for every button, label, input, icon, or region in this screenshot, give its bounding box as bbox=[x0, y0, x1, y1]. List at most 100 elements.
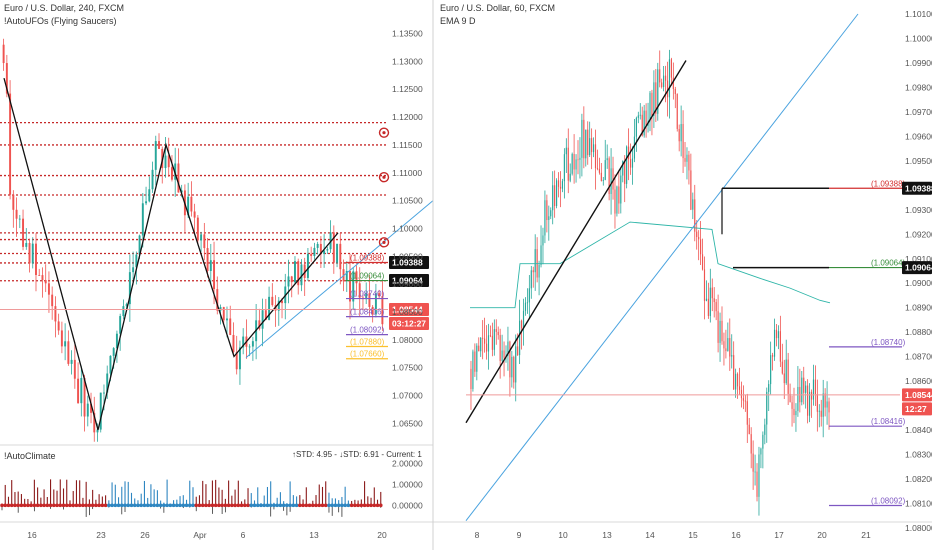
right-candle bbox=[493, 329, 495, 350]
left-candle bbox=[60, 330, 63, 347]
climate-dot bbox=[187, 503, 192, 508]
right-candle bbox=[528, 288, 530, 303]
left-candle bbox=[12, 194, 15, 210]
climate-dot bbox=[19, 503, 24, 508]
right-candle bbox=[758, 454, 760, 497]
left-price-tick: 1.12000 bbox=[392, 112, 423, 122]
left-candle bbox=[258, 320, 261, 329]
left-candle bbox=[219, 307, 222, 311]
right-candle bbox=[797, 386, 799, 411]
left-candle bbox=[313, 247, 316, 257]
left-time-tick: Apr bbox=[193, 530, 206, 540]
climate-dot bbox=[77, 503, 82, 508]
right-candle bbox=[657, 69, 659, 114]
right-candle bbox=[610, 168, 612, 195]
climate-dot bbox=[375, 503, 380, 508]
left-price-tick: 1.06500 bbox=[392, 418, 423, 428]
climate-dot bbox=[366, 503, 370, 508]
climate-dot bbox=[145, 503, 150, 508]
right-price-tick: 1.09300 bbox=[905, 205, 932, 215]
right-candle bbox=[756, 471, 758, 497]
right-candle bbox=[824, 393, 826, 408]
left-candle bbox=[326, 249, 329, 251]
right-candle bbox=[750, 434, 752, 454]
right-candle bbox=[744, 400, 746, 402]
right-time-tick: 8 bbox=[475, 530, 480, 540]
right-candle bbox=[789, 393, 791, 403]
climate-dot bbox=[178, 503, 182, 508]
right-candle bbox=[738, 386, 741, 390]
right-candle bbox=[550, 210, 552, 217]
right-chart-pane[interactable]: (1.09388) (1.09064) (1.08740) (1.08416) (1.0… bbox=[433, 9, 932, 540]
climate-dot bbox=[87, 503, 92, 508]
right-candle bbox=[577, 159, 579, 161]
right-candle bbox=[820, 410, 822, 417]
climate-dot bbox=[32, 503, 37, 508]
left-candle bbox=[177, 163, 180, 193]
right-candle bbox=[682, 124, 684, 159]
right-candle bbox=[485, 343, 488, 352]
left-time-tick: 26 bbox=[140, 530, 150, 540]
right-candle bbox=[472, 351, 474, 389]
left-countdown-badge-bg bbox=[389, 316, 429, 330]
left-candle bbox=[125, 304, 128, 307]
left-candle bbox=[316, 243, 319, 248]
left-candle bbox=[141, 203, 144, 236]
right-candle bbox=[661, 82, 663, 87]
left-candle bbox=[77, 378, 80, 404]
right-candle bbox=[511, 356, 513, 378]
right-candle bbox=[810, 391, 813, 400]
left-candle bbox=[41, 275, 44, 281]
left-candle bbox=[106, 373, 109, 393]
left-candle bbox=[371, 306, 374, 315]
climate-dot bbox=[16, 503, 20, 508]
left-price-tick: 1.10500 bbox=[392, 196, 423, 206]
right-candle bbox=[723, 341, 725, 349]
right-candle bbox=[476, 345, 478, 372]
left-sub-tick: 0.00000 bbox=[392, 500, 423, 510]
climate-dot bbox=[259, 503, 263, 508]
right-time-tick: 9 bbox=[517, 530, 522, 540]
climate-dot bbox=[158, 503, 163, 508]
right-candle bbox=[503, 350, 505, 358]
right-level-badge-2: 1.09064 bbox=[905, 263, 932, 273]
right-candle bbox=[480, 337, 482, 352]
right-candle bbox=[793, 408, 795, 416]
left-candle bbox=[358, 283, 361, 298]
right-candle bbox=[674, 89, 676, 95]
left-candle bbox=[18, 218, 21, 220]
climate-dot bbox=[223, 503, 228, 508]
left-trend-line bbox=[245, 200, 434, 358]
climate-dot bbox=[291, 503, 296, 508]
right-time-tick: 13 bbox=[602, 530, 612, 540]
climate-dot bbox=[372, 503, 377, 508]
climate-dot bbox=[74, 503, 79, 508]
left-candle bbox=[352, 271, 355, 302]
climate-dot bbox=[136, 503, 140, 508]
right-candle bbox=[664, 75, 667, 81]
climate-dot bbox=[97, 503, 101, 508]
left-candle bbox=[190, 196, 193, 212]
right-candle bbox=[622, 161, 624, 176]
left-candle bbox=[109, 355, 112, 374]
right-candle bbox=[760, 448, 762, 455]
left-candle bbox=[128, 272, 131, 305]
left-chart-pane[interactable]: (1.09388) (1.09064) (1.08740) (1.08416) (1.0… bbox=[0, 0, 434, 550]
right-candle bbox=[487, 335, 490, 352]
climate-dot bbox=[61, 503, 66, 508]
right-chart-title: Euro / U.S. Dollar, 60, FXCM bbox=[440, 3, 555, 13]
left-projection-label: (1.08740) bbox=[350, 290, 385, 299]
climate-dot bbox=[230, 503, 234, 508]
climate-dot bbox=[123, 503, 127, 508]
right-candle bbox=[540, 245, 542, 265]
right-candle bbox=[805, 385, 807, 393]
left-candle bbox=[381, 296, 384, 325]
right-projection-label: (1.08416) bbox=[871, 417, 906, 426]
right-candle bbox=[670, 59, 672, 78]
right-candle bbox=[606, 158, 608, 161]
right-candle bbox=[655, 82, 657, 114]
right-candle bbox=[554, 185, 556, 206]
left-candle bbox=[151, 169, 154, 190]
right-candle bbox=[546, 200, 548, 220]
